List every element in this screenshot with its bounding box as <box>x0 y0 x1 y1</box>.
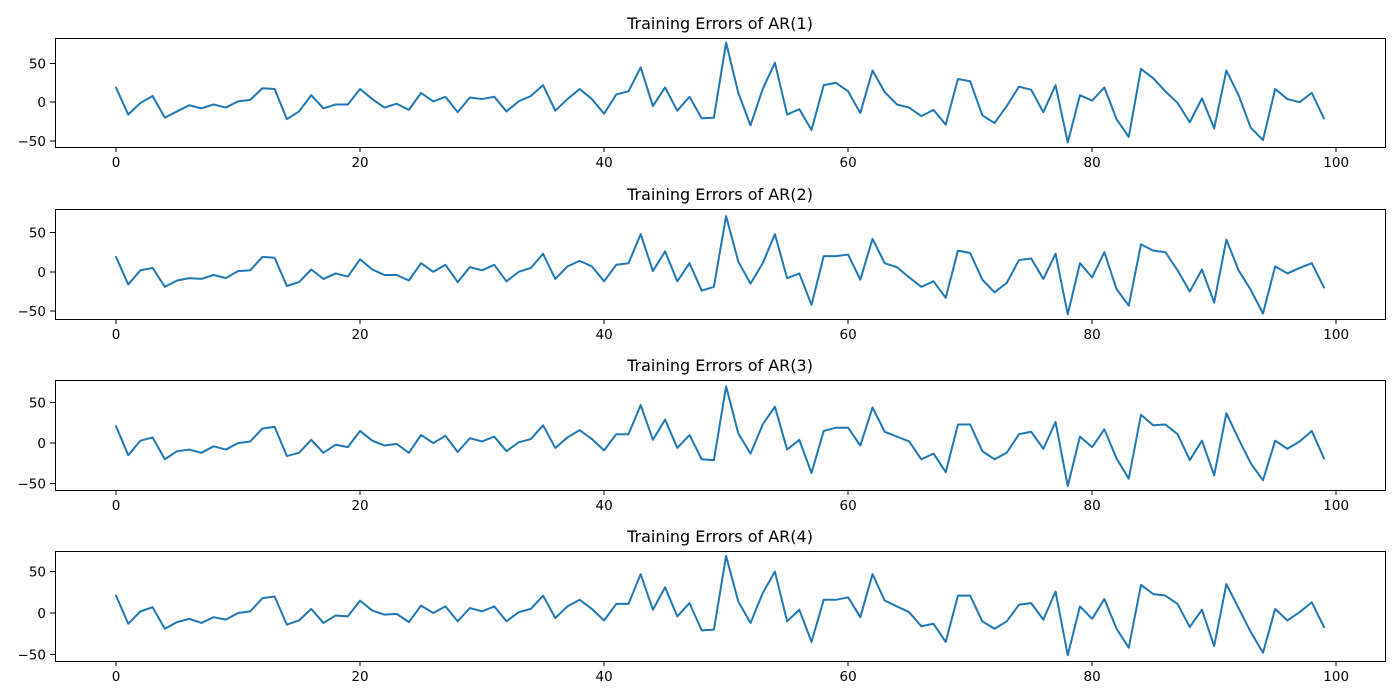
x-tick-label: 40 <box>595 498 612 514</box>
y-tick-label: −50 <box>18 647 47 663</box>
y-tick-label: −50 <box>18 477 47 493</box>
series-line <box>115 554 1325 657</box>
x-tick-label: 40 <box>595 155 612 171</box>
x-tick-label: 80 <box>1084 498 1101 514</box>
axes-frame <box>55 38 1386 148</box>
x-tick-label: 0 <box>112 327 121 343</box>
x-tick-label: 60 <box>840 669 857 685</box>
x-tick-label: 60 <box>840 155 857 171</box>
x-tick-label: 100 <box>1323 669 1349 685</box>
subplot-ar4: Training Errors of AR(4) 0 20 40 60 80 100 −50… <box>18 527 1386 685</box>
x-tick-label: 20 <box>351 669 368 685</box>
x-tick-label: 100 <box>1323 155 1349 171</box>
y-tick-label: 50 <box>29 226 46 242</box>
x-tick-label: 40 <box>595 327 612 343</box>
x-tick-label: 100 <box>1323 498 1349 514</box>
axes-frame <box>55 380 1386 491</box>
x-tick-label: 80 <box>1084 669 1101 685</box>
series-line <box>115 41 1325 144</box>
y-tick-label: 50 <box>29 57 46 73</box>
x-tick-label: 20 <box>351 155 368 171</box>
x-tick-label: 0 <box>112 155 121 171</box>
x-tick-label: 0 <box>112 498 121 514</box>
x-tick-label: 20 <box>351 327 368 343</box>
y-tick-label: 0 <box>37 606 46 622</box>
x-tick-label: 60 <box>840 327 857 343</box>
subplot-title: Training Errors of AR(3) <box>626 356 813 375</box>
series-line <box>115 385 1325 487</box>
x-tick-label: 80 <box>1084 155 1101 171</box>
subplot-title: Training Errors of AR(4) <box>626 527 813 546</box>
x-tick-label: 20 <box>351 498 368 514</box>
subplot-ar1: Training Errors of AR(1) 0 20 40 60 80 100 −50… <box>18 14 1386 171</box>
x-tick-label: 100 <box>1323 327 1349 343</box>
y-tick-label: 0 <box>37 265 46 281</box>
subplot-ar3: Training Errors of AR(3) 0 20 40 60 80 100 −50… <box>18 356 1386 514</box>
y-tick-label: −50 <box>18 304 47 320</box>
x-tick-label: 80 <box>1084 327 1101 343</box>
y-tick-label: 0 <box>37 95 46 111</box>
x-tick-label: 40 <box>595 669 612 685</box>
x-tick-label: 0 <box>112 669 121 685</box>
y-tick-label: 50 <box>29 565 46 581</box>
series-line <box>115 215 1325 316</box>
axes-frame <box>55 551 1386 662</box>
subplot-ar2: Training Errors of AR(2) 0 20 40 60 80 100 −50… <box>18 185 1386 343</box>
subplot-title: Training Errors of AR(1) <box>626 14 813 33</box>
y-tick-label: −50 <box>18 134 47 150</box>
y-tick-label: 0 <box>37 436 46 452</box>
x-tick-label: 60 <box>840 498 857 514</box>
subplot-title: Training Errors of AR(2) <box>626 185 813 204</box>
axes-frame <box>55 209 1386 320</box>
y-tick-label: 50 <box>29 396 46 412</box>
